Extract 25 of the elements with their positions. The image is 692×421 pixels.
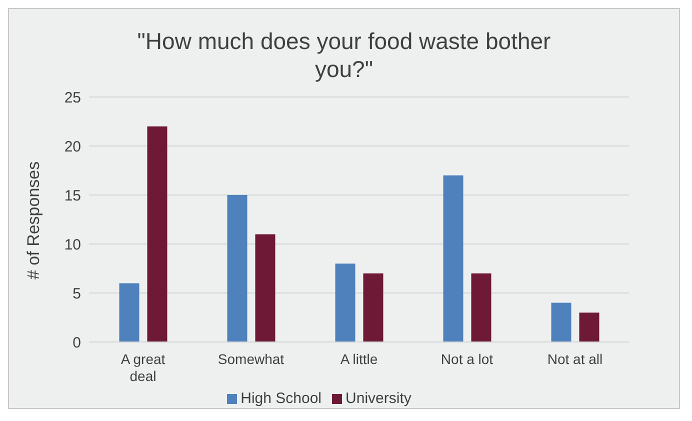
bar	[551, 302, 572, 342]
y-tick-label: 5	[72, 285, 81, 302]
x-tick-label: A little	[340, 351, 378, 367]
x-tick-label: Somewhat	[218, 351, 284, 367]
x-tick-label: Not a lot	[440, 351, 494, 367]
x-tick-label: A great deal	[120, 351, 166, 384]
bar	[255, 234, 276, 342]
y-tick-label: 10	[64, 236, 81, 254]
y-axis-title: # of Responses	[24, 161, 44, 280]
y-tick-label: 0	[72, 334, 81, 352]
bar	[443, 175, 464, 342]
bar	[363, 273, 384, 342]
chart-title: "How much does your food waste bother you?"	[136, 27, 552, 83]
y-tick-label: 15	[64, 187, 81, 204]
bar	[227, 195, 248, 342]
x-tick-label: Not at all	[547, 351, 603, 367]
bar	[147, 126, 168, 342]
legend-label: High School	[240, 390, 322, 407]
bar	[471, 273, 492, 342]
legend-label: University	[346, 390, 412, 407]
bar	[119, 283, 140, 342]
bar	[579, 312, 600, 342]
y-tick-label: 20	[64, 138, 81, 156]
bar	[335, 264, 356, 342]
y-tick-label: 25	[64, 89, 81, 106]
